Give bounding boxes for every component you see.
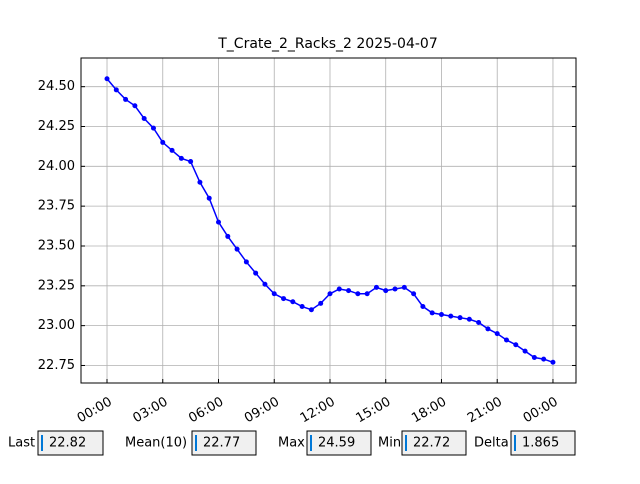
y-tick-label: 22.75: [38, 358, 75, 373]
stat-value: 24.59: [318, 436, 355, 451]
data-point: [541, 356, 547, 362]
data-point: [504, 337, 510, 343]
data-point: [531, 355, 537, 361]
x-tick-label: 06:00: [186, 395, 226, 427]
data-point: [234, 246, 240, 252]
data-point: [429, 310, 435, 316]
y-tick-label: 24.00: [38, 159, 75, 174]
x-tick-label: 03:00: [131, 395, 171, 427]
data-point: [150, 125, 156, 131]
y-tick-label: 24.50: [38, 79, 75, 94]
data-point: [104, 76, 110, 82]
stat-label: Last: [8, 436, 35, 451]
x-tick-label: 21:00: [465, 395, 505, 427]
data-point: [299, 304, 305, 310]
data-point: [243, 259, 249, 265]
data-point: [141, 116, 147, 122]
stat-box: [191, 430, 257, 456]
data-point: [197, 179, 203, 185]
data-point: [216, 219, 221, 225]
data-point: [308, 307, 314, 313]
stat-box: [510, 430, 576, 456]
data-point: [188, 159, 194, 165]
stat-box: [401, 430, 467, 456]
stat-label: Max: [278, 436, 305, 451]
stat-label: Delta: [474, 436, 509, 451]
x-tick-label: 09:00: [242, 395, 282, 427]
stat-value: 22.72: [413, 436, 450, 451]
y-tick-label: 23.75: [38, 199, 75, 214]
x-tick-label: 15:00: [354, 395, 394, 427]
data-point: [494, 331, 500, 337]
y-tick-label: 23.50: [38, 238, 75, 253]
data-point: [411, 291, 417, 297]
stat-box: [37, 430, 104, 456]
data-point: [457, 315, 463, 321]
y-tick-label: 23.00: [38, 318, 75, 333]
data-point: [253, 270, 259, 276]
data-point: [420, 304, 426, 310]
data-point: [466, 316, 472, 322]
data-point: [448, 313, 454, 319]
data-point: [225, 233, 231, 239]
data-point: [373, 284, 379, 290]
x-tick-label: 00:00: [75, 395, 115, 427]
data-point: [522, 348, 528, 354]
data-point: [327, 291, 333, 297]
x-tick-label: 12:00: [298, 395, 338, 427]
plot-frame: [80, 57, 577, 384]
data-point: [169, 147, 175, 153]
y-tick-label: 23.25: [38, 278, 75, 293]
data-point: [178, 155, 184, 161]
data-point: [364, 291, 370, 297]
data-point: [438, 311, 444, 317]
data-point: [392, 286, 398, 292]
data-point: [160, 139, 166, 145]
data-point: [355, 291, 361, 297]
data-point: [262, 281, 268, 287]
data-point: [132, 103, 138, 109]
data-point: [290, 299, 296, 305]
data-point: [550, 359, 556, 365]
data-point: [476, 319, 482, 325]
stat-value: 22.77: [203, 436, 240, 451]
stat-value: 22.82: [49, 436, 86, 451]
data-point: [383, 288, 389, 294]
data-point: [401, 284, 407, 290]
data-point: [271, 291, 277, 297]
data-point: [123, 96, 129, 102]
chart-title: T_Crate_2_Racks_2 2025-04-07: [217, 36, 438, 52]
data-point: [281, 296, 287, 302]
y-tick-label: 24.25: [38, 119, 75, 134]
data-point: [318, 300, 324, 306]
stat-label: Min: [378, 436, 401, 451]
data-point: [485, 326, 491, 332]
stat-label: Mean(10): [125, 436, 187, 451]
stat-box: [306, 430, 372, 456]
data-point: [113, 87, 119, 93]
data-point: [336, 286, 342, 292]
x-tick-label: 18:00: [409, 395, 449, 427]
data-point: [513, 342, 519, 348]
data-point: [346, 288, 352, 294]
stat-value: 1.865: [522, 436, 559, 451]
data-point: [206, 195, 212, 201]
x-tick-label: 00:00: [521, 395, 561, 427]
